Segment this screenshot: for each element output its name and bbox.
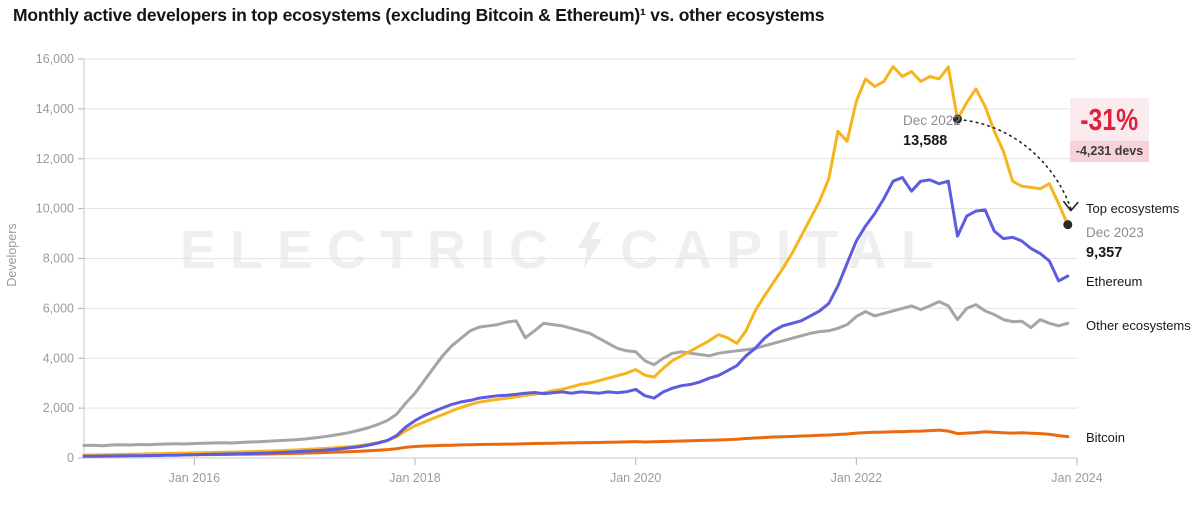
label-ethereum: Ethereum — [1086, 274, 1143, 289]
annotation-dec-2022: Dec 2022 13,588 — [903, 111, 961, 152]
label-bitcoin: Bitcoin — [1086, 430, 1126, 445]
y-tick-label: 2,000 — [43, 401, 74, 415]
decline-arrow — [963, 119, 1072, 210]
decline-percent: -31% — [1070, 98, 1149, 141]
y-tick-label: 0 — [67, 451, 74, 465]
y-tick-label: 6,000 — [43, 301, 74, 315]
y-tick-label: 14,000 — [36, 102, 74, 116]
series-line-top-ecosystems — [82, 65, 1070, 457]
annotation-dec-2022-date: Dec 2022 — [903, 113, 961, 128]
point-dec-2023 — [1063, 220, 1073, 230]
chart-title: Monthly active developers in top ecosyst… — [13, 5, 825, 25]
decline-arrowhead — [1063, 200, 1079, 212]
series-line-ethereum — [82, 176, 1070, 458]
y-tick-label: 4,000 — [43, 351, 74, 365]
annotation-dec-2023: Dec 2023 9,357 — [1086, 224, 1144, 263]
decline-badge: -31% -4,231 devs — [1070, 98, 1149, 162]
label-top-ecosystems: Top ecosystems — [1086, 201, 1180, 216]
x-tick-label: Jan 2022 — [831, 471, 882, 485]
x-tick-label: Jan 2018 — [389, 471, 440, 485]
x-tick-label: Jan 2024 — [1051, 471, 1102, 485]
label-other-ecosystems: Other ecosystems — [1086, 318, 1191, 333]
decline-devs: -4,231 devs — [1070, 141, 1149, 162]
series-line-other-ecosystems — [82, 300, 1070, 448]
y-tick-label: 8,000 — [43, 252, 74, 266]
x-tick-label: Jan 2020 — [610, 471, 661, 485]
y-tick-label: 10,000 — [36, 202, 74, 216]
annotation-dec-2022-value: 13,588 — [903, 132, 948, 149]
y-tick-label: 12,000 — [36, 152, 74, 166]
point-dec-2022 — [952, 114, 962, 124]
annotation-dec-2023-date: Dec 2023 — [1086, 225, 1144, 240]
y-tick-label: 16,000 — [36, 52, 74, 66]
x-tick-label: Jan 2016 — [169, 471, 220, 485]
annotation-dec-2023-value: 9,357 — [1086, 244, 1123, 261]
